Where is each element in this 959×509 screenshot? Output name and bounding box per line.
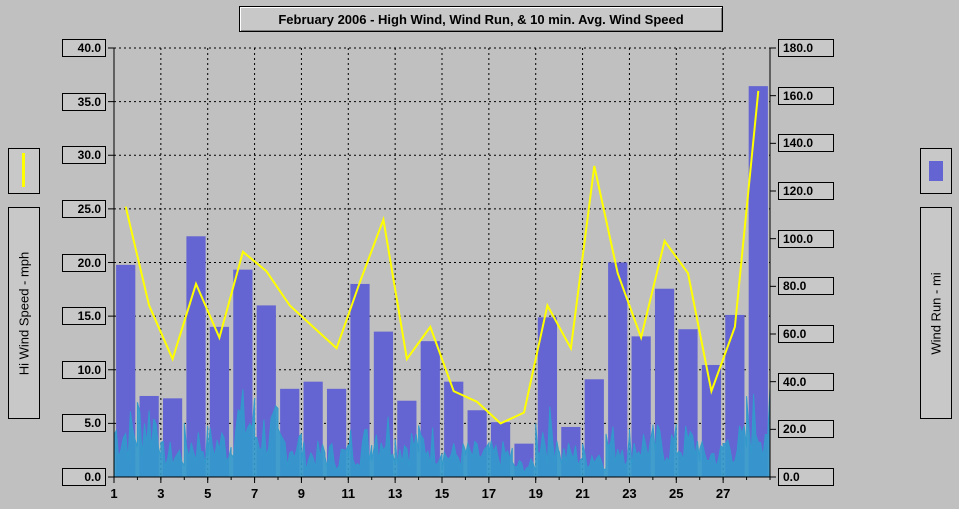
x-tick-label: 1 [110,486,117,501]
bar-wind-run [186,236,206,477]
bar-wind-run [420,341,440,477]
y-left-tick-label: 30.0 [62,146,106,165]
bar-wind-run [748,86,768,477]
x-tick-label: 17 [482,486,496,501]
chart-title: February 2006 - High Wind, Wind Run, & 1… [239,6,723,32]
x-tick-label: 9 [298,486,305,501]
y-left-tick-label: 10.0 [62,360,106,379]
y-right-tick-label: 140.0 [778,134,834,153]
x-tick-label: 27 [716,486,730,501]
left-axis-label: Hi Wind Speed - mph [8,207,40,419]
y-left-tick-label: 25.0 [62,199,106,218]
y-right-tick-label: 180.0 [778,39,834,57]
y-left-tick-label: 15.0 [62,307,106,326]
y-right-tick-label: 60.0 [778,325,834,343]
x-tick-label: 19 [528,486,542,501]
x-tick-label: 21 [575,486,589,501]
y-left-tick-label: 40.0 [62,39,106,57]
bar-wind-run [444,381,464,477]
y-right-tick-label: 100.0 [778,229,834,248]
y-left-tick-label: 35.0 [62,92,106,111]
y-right-tick-label: 0.0 [778,468,834,486]
y-right-tick-label: 120.0 [778,182,834,200]
y-right-tick-label: 80.0 [778,277,834,296]
legend-wind-run-swatch [920,148,952,194]
bar-wind-run [350,283,370,477]
x-tick-label: 11 [341,486,355,501]
bar-wind-run [608,262,628,477]
right-axis-label: Wind Run - mi [920,207,952,419]
area-avg-wind-speed [113,387,771,478]
x-tick-label: 3 [157,486,164,501]
x-tick-label: 13 [388,486,402,501]
x-tick-label: 5 [204,486,211,501]
bar-wind-run [584,379,604,477]
y-left-tick-label: 20.0 [62,253,106,272]
y-left-tick-label: 0.0 [62,468,106,486]
y-left-tick-label: 5.0 [62,414,106,433]
x-tick-label: 7 [251,486,258,501]
x-tick-label: 15 [435,486,449,501]
y-right-tick-label: 20.0 [778,420,834,439]
x-tick-label: 23 [622,486,636,501]
legend-hi-wind-swatch [8,148,40,194]
x-tick-label: 25 [669,486,683,501]
line-hi-wind-speed [124,90,760,425]
bar-wind-run [701,364,722,477]
bar-wind-run [631,336,651,477]
y-right-tick-label: 160.0 [778,86,834,105]
y-right-tick-label: 40.0 [778,372,834,391]
